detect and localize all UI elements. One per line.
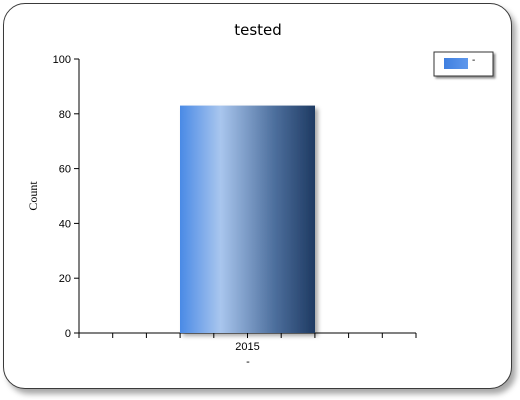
y-tick-label: 60 (59, 164, 71, 176)
y-tick-label: 0 (65, 328, 71, 340)
y-tick-label: 100 (53, 54, 71, 66)
plot-area: 0 20 40 60 80 100 2015 (53, 54, 417, 353)
y-tick-label: 20 (59, 273, 71, 285)
x-axis-label: - (246, 356, 250, 368)
legend: - (433, 51, 494, 77)
legend-entry: - (472, 55, 475, 66)
y-axis-label: Count (26, 181, 40, 211)
y-tick-label: 80 (59, 109, 71, 121)
legend-swatch (444, 58, 468, 69)
chart-title: tested (234, 21, 282, 39)
bar (180, 105, 315, 333)
x-tick-label: 2015 (235, 341, 259, 353)
y-tick-label: 40 (59, 218, 71, 230)
